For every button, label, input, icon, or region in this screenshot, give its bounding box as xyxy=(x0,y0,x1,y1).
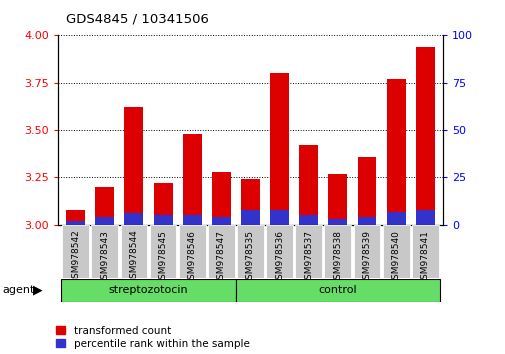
Text: GSM978544: GSM978544 xyxy=(129,230,138,285)
Bar xyxy=(270,210,288,225)
Text: GSM978538: GSM978538 xyxy=(333,230,342,285)
Bar xyxy=(357,156,376,225)
Text: GSM978546: GSM978546 xyxy=(187,230,196,285)
Bar xyxy=(270,73,288,225)
Text: agent: agent xyxy=(3,285,35,295)
Bar xyxy=(237,225,263,278)
Bar xyxy=(298,145,318,225)
Bar xyxy=(95,217,114,225)
Bar xyxy=(235,279,439,302)
Bar xyxy=(240,179,260,225)
Text: GSM978543: GSM978543 xyxy=(100,230,109,285)
Text: GSM978547: GSM978547 xyxy=(217,230,225,285)
Bar xyxy=(298,215,318,225)
Bar xyxy=(382,225,409,278)
Text: GSM978545: GSM978545 xyxy=(158,230,167,285)
Bar xyxy=(62,225,89,278)
Bar xyxy=(182,134,201,225)
Bar xyxy=(386,79,405,225)
Legend: transformed count, percentile rank within the sample: transformed count, percentile rank withi… xyxy=(56,326,249,349)
Bar xyxy=(124,213,143,225)
Text: GSM978539: GSM978539 xyxy=(362,230,371,285)
Bar xyxy=(212,172,230,225)
Text: GSM978541: GSM978541 xyxy=(420,230,429,285)
Bar xyxy=(324,225,350,278)
Bar xyxy=(66,221,85,225)
Bar xyxy=(240,210,260,225)
Text: streptozotocin: streptozotocin xyxy=(109,285,188,295)
Bar xyxy=(328,219,346,225)
Bar xyxy=(66,210,85,225)
Bar xyxy=(386,212,405,225)
Text: GSM978540: GSM978540 xyxy=(391,230,400,285)
Bar xyxy=(415,47,434,225)
Bar xyxy=(124,107,143,225)
Bar xyxy=(149,225,176,278)
Bar xyxy=(266,225,292,278)
Bar xyxy=(415,210,434,225)
Bar xyxy=(353,225,380,278)
Text: GDS4845 / 10341506: GDS4845 / 10341506 xyxy=(66,12,208,25)
Bar xyxy=(61,279,235,302)
Bar xyxy=(411,225,438,278)
Text: GSM978542: GSM978542 xyxy=(71,230,80,285)
Bar xyxy=(208,225,234,278)
Text: GSM978537: GSM978537 xyxy=(304,230,313,285)
Bar xyxy=(91,225,118,278)
Bar xyxy=(120,225,147,278)
Text: control: control xyxy=(318,285,357,295)
Bar xyxy=(178,225,205,278)
Bar xyxy=(154,215,172,225)
Bar xyxy=(154,183,172,225)
Bar xyxy=(328,174,346,225)
Bar xyxy=(212,217,230,225)
Bar xyxy=(357,217,376,225)
Text: GSM978535: GSM978535 xyxy=(245,230,255,285)
Text: GSM978536: GSM978536 xyxy=(275,230,283,285)
Text: ▶: ▶ xyxy=(33,284,43,297)
Bar xyxy=(295,225,322,278)
Bar xyxy=(182,215,201,225)
Bar xyxy=(95,187,114,225)
